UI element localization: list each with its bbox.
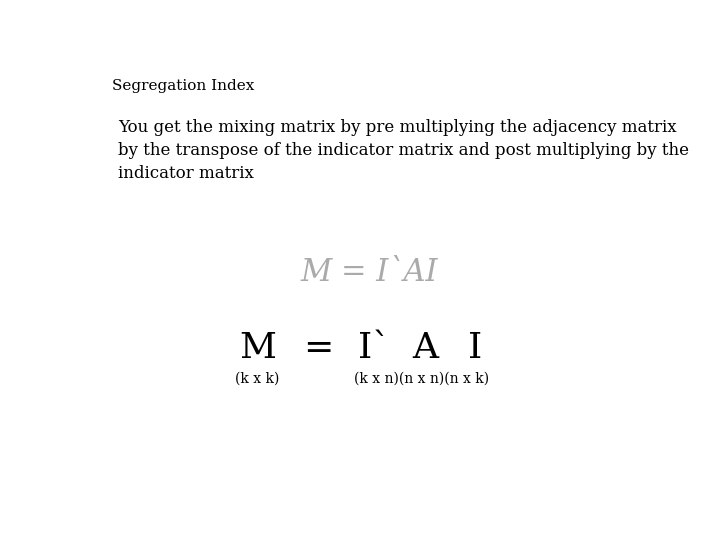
Text: M: M <box>239 330 276 365</box>
Text: I`: I` <box>359 330 391 365</box>
Text: Segregation Index: Segregation Index <box>112 79 255 93</box>
Text: =: = <box>304 330 334 365</box>
Text: I: I <box>468 330 482 365</box>
Text: (k x n)(n x n)(n x k): (k x n)(n x n)(n x k) <box>354 372 490 386</box>
Text: M = I`AI: M = I`AI <box>300 257 438 288</box>
Text: (k x k): (k x k) <box>235 372 279 386</box>
Text: A: A <box>412 330 438 365</box>
Text: You get the mixing matrix by pre multiplying the adjacency matrix
by the transpo: You get the mixing matrix by pre multipl… <box>118 119 689 181</box>
